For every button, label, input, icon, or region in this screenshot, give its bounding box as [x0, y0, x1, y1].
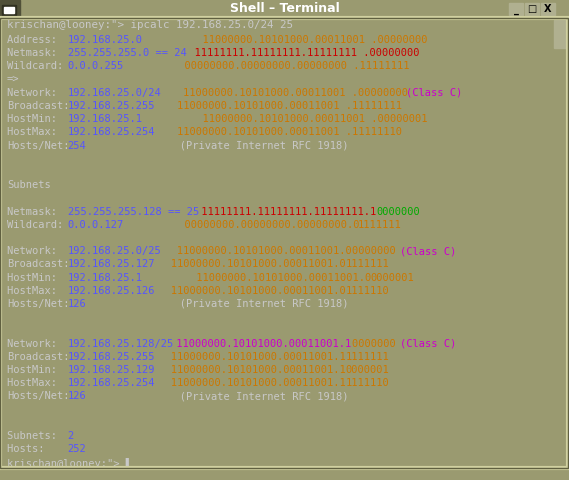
Text: 192.168.25.1: 192.168.25.1 [68, 114, 142, 124]
Text: Wildcard:: Wildcard: [7, 61, 69, 72]
Text: 11000000.10101000.00011001 .11111110: 11000000.10101000.00011001 .11111110 [152, 127, 402, 137]
Text: 192.168.25.0: 192.168.25.0 [68, 35, 142, 45]
Text: krischan@looney:"> ipcalc 192.168.25.0/24 25: krischan@looney:"> ipcalc 192.168.25.0/2… [7, 21, 293, 31]
Text: Hosts:: Hosts: [7, 444, 69, 454]
Text: HostMin:: HostMin: [7, 114, 69, 124]
Text: 00000000.00000000.00000000.0: 00000000.00000000.00000000.0 [122, 220, 366, 230]
Text: Address:: Address: [7, 35, 69, 45]
Text: 192.168.25.255: 192.168.25.255 [68, 101, 155, 111]
Text: _: _ [514, 5, 518, 15]
Text: Network:: Network: [7, 88, 69, 98]
Text: (Class C): (Class C) [400, 246, 456, 256]
Text: Wildcard:: Wildcard: [7, 220, 69, 230]
Text: 1111110: 1111110 [346, 378, 390, 388]
Text: 126: 126 [68, 391, 86, 401]
Text: Netmask:: Netmask: [7, 48, 69, 58]
Text: 252: 252 [68, 444, 86, 454]
Text: 11000000.10101000.00011001.0: 11000000.10101000.00011001.0 [140, 273, 378, 283]
Text: 192.168.25.1: 192.168.25.1 [68, 273, 142, 283]
Text: 1111110: 1111110 [346, 286, 390, 296]
Text: 11000000.10101000.00011001.1: 11000000.10101000.00011001.1 [152, 352, 352, 362]
Text: 255.255.255.128 == 25: 255.255.255.128 == 25 [68, 206, 199, 216]
Text: 0000001: 0000001 [346, 365, 390, 375]
Bar [541, 3, 555, 15]
Bar [525, 3, 539, 15]
Text: Broadcast:: Broadcast: [7, 259, 69, 269]
Text: (Class C): (Class C) [406, 88, 463, 98]
Text: 11111111.11111111.11111111.1: 11111111.11111111.11111111.1 [195, 206, 382, 216]
Text: 126: 126 [68, 299, 86, 309]
Text: 192.168.25.128/25: 192.168.25.128/25 [68, 338, 174, 348]
Text: 0.0.0.255: 0.0.0.255 [68, 61, 123, 72]
Text: (Private Internet RFC 1918): (Private Internet RFC 1918) [86, 391, 348, 401]
Text: 11000000.10101000.00011001.1: 11000000.10101000.00011001.1 [170, 338, 358, 348]
Text: krischan@looney:"> ▌: krischan@looney:"> ▌ [7, 457, 132, 469]
Text: □: □ [527, 4, 537, 14]
Text: 11000000.10101000.00011001.0: 11000000.10101000.00011001.0 [152, 286, 352, 296]
Text: 0000000: 0000000 [352, 338, 402, 348]
Text: 11111111.11111111.11111111 .00000000: 11111111.11111111.11111111 .00000000 [183, 48, 420, 58]
Text: Hosts/Net:: Hosts/Net: [7, 391, 69, 401]
Text: 0.0.0.127: 0.0.0.127 [68, 220, 123, 230]
Text: HostMin:: HostMin: [7, 273, 69, 283]
Text: Network:: Network: [7, 338, 69, 348]
Text: (Class C): (Class C) [400, 338, 456, 348]
Bar [2, 5, 16, 15]
Text: Netmask:: Netmask: [7, 206, 69, 216]
Text: Broadcast:: Broadcast: [7, 101, 69, 111]
Text: Hosts/Net:: Hosts/Net: [7, 141, 69, 151]
Text: 0000001: 0000001 [370, 273, 414, 283]
Text: Broadcast:: Broadcast: [7, 352, 69, 362]
Text: X: X [545, 4, 552, 14]
Text: 0000000: 0000000 [352, 246, 402, 256]
Text: HostMax:: HostMax: [7, 286, 69, 296]
Bar [4, 7, 14, 13]
Text: 11000000.10101000.00011001 .00000000: 11000000.10101000.00011001 .00000000 [140, 35, 427, 45]
Text: 255.255.255.0 == 24: 255.255.255.0 == 24 [68, 48, 186, 58]
Text: 192.168.25.127: 192.168.25.127 [68, 259, 155, 269]
Text: HostMax:: HostMax: [7, 378, 69, 388]
Text: Subnets:: Subnets: [7, 431, 69, 441]
Text: 11000000.10101000.00011001 .11111111: 11000000.10101000.00011001 .11111111 [152, 101, 402, 111]
Text: 1111111: 1111111 [358, 220, 402, 230]
Text: (Private Internet RFC 1918): (Private Internet RFC 1918) [86, 299, 348, 309]
Bar [0, 0, 20, 18]
Text: 2: 2 [68, 431, 74, 441]
Text: HostMax:: HostMax: [7, 127, 69, 137]
Text: 1111111: 1111111 [346, 259, 390, 269]
Text: 192.168.25.254: 192.168.25.254 [68, 378, 155, 388]
Text: =>: => [7, 74, 19, 84]
Text: HostMin:: HostMin: [7, 365, 69, 375]
Text: Hosts/Net:: Hosts/Net: [7, 299, 69, 309]
Text: 11000000.10101000.00011001 .00000001: 11000000.10101000.00011001 .00000001 [140, 114, 427, 124]
Text: 192.168.25.129: 192.168.25.129 [68, 365, 155, 375]
Text: 11000000.10101000.00011001 .00000000: 11000000.10101000.00011001 .00000000 [158, 88, 414, 98]
Text: 11000000.10101000.00011001.1: 11000000.10101000.00011001.1 [152, 378, 352, 388]
Text: 00000000.00000000.00000000 .11111111: 00000000.00000000.00000000 .11111111 [122, 61, 410, 72]
Text: 254: 254 [68, 141, 86, 151]
Bar [554, 20, 568, 48]
Text: Subnets: Subnets [7, 180, 51, 190]
Text: Network:: Network: [7, 246, 69, 256]
Text: 11000000.10101000.00011001.0: 11000000.10101000.00011001.0 [158, 246, 358, 256]
Text: (Private Internet RFC 1918): (Private Internet RFC 1918) [86, 141, 348, 151]
Text: 1111111: 1111111 [346, 352, 390, 362]
Text: 192.168.25.126: 192.168.25.126 [68, 286, 155, 296]
Text: 192.168.25.0/24: 192.168.25.0/24 [68, 88, 161, 98]
Text: 0000000: 0000000 [376, 206, 420, 216]
Text: 11000000.10101000.00011001.1: 11000000.10101000.00011001.1 [152, 365, 352, 375]
Text: 192.168.25.255: 192.168.25.255 [68, 352, 155, 362]
Text: 192.168.25.0/25: 192.168.25.0/25 [68, 246, 161, 256]
Text: Shell – Terminal: Shell – Terminal [230, 2, 339, 15]
Text: 192.168.25.254: 192.168.25.254 [68, 127, 155, 137]
Bar [509, 3, 523, 15]
Text: 11000000.10101000.00011001.0: 11000000.10101000.00011001.0 [152, 259, 352, 269]
